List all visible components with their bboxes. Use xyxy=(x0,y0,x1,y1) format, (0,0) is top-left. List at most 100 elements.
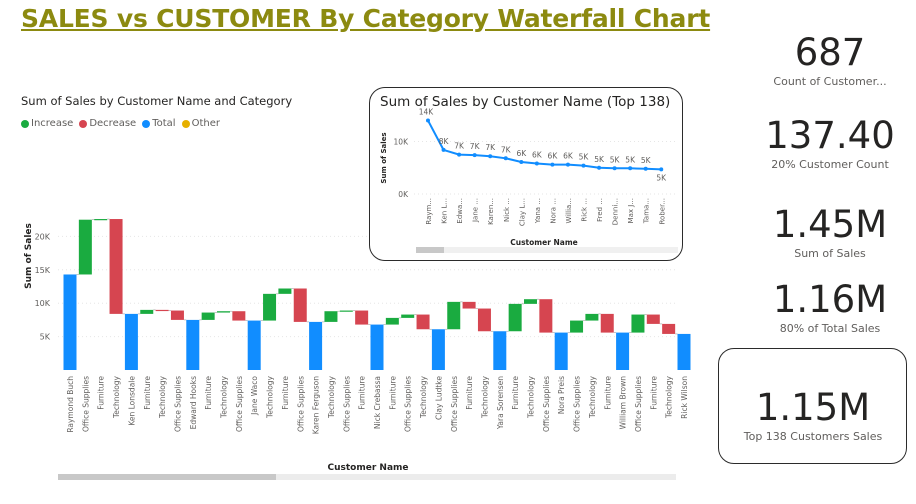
y-tick-label: 5K xyxy=(40,333,51,342)
kpi-sum-of-sales: 1.45M Sum of Sales xyxy=(730,206,916,260)
x-tick-label: Office Supplies xyxy=(573,376,582,432)
waterfall-bar-increase xyxy=(278,288,292,294)
x-tick-label: Furniture xyxy=(358,376,367,410)
waterfall-bar-decrease xyxy=(170,310,184,320)
line-chart[interactable]: 0K 10K Sum of Sales Customer Name 14K 8K 7K 7K 7… xyxy=(370,88,683,261)
line-data-label: 8K xyxy=(439,137,450,146)
line-data-label: 6K xyxy=(563,152,574,161)
line-x-tick-label: Willia... xyxy=(565,198,573,224)
waterfall-bar-increase xyxy=(201,312,215,320)
kpi-top-customers-card[interactable]: 1.15M Top 138 Customers Sales xyxy=(718,348,907,464)
kpi-80pct-total-sales-label: 80% of Total Sales xyxy=(779,322,881,335)
legend-marker-increase xyxy=(21,119,29,128)
line-point xyxy=(472,153,477,158)
x-tick-label: Technology xyxy=(158,375,167,419)
waterfall-horizontal-scrollbar[interactable] xyxy=(58,474,676,480)
line-point xyxy=(597,165,602,170)
line-data-label: 5K xyxy=(641,156,652,165)
waterfall-bar-increase xyxy=(631,314,645,333)
x-tick-label: Office Supplies xyxy=(235,376,244,432)
kpi-20pct-customer-count-label: 20% Customer Count xyxy=(771,158,889,171)
legend-item-decrease[interactable]: Decrease xyxy=(79,118,136,129)
line-point xyxy=(457,152,462,157)
waterfall-bar-decrease xyxy=(232,311,246,321)
line-point xyxy=(612,166,617,171)
kpi-sum-of-sales-label: Sum of Sales xyxy=(794,247,866,260)
x-tick-label: Karen Ferguson xyxy=(312,376,321,435)
waterfall-bar-increase xyxy=(508,303,522,332)
line-data-label: 7K xyxy=(485,143,496,152)
line-data-label: 7K xyxy=(501,145,512,154)
x-tick-label: Furniture xyxy=(388,376,397,410)
line-data-label: 7K xyxy=(470,142,481,151)
waterfall-chart-title: Sum of Sales by Customer Name and Catego… xyxy=(21,94,293,108)
line-data-label: 6K xyxy=(532,151,543,160)
legend-marker-total xyxy=(142,119,151,128)
line-chart-scrollbar-thumb[interactable] xyxy=(416,247,444,253)
legend-item-increase[interactable]: Increase xyxy=(21,118,73,129)
line-x-tick-label: Rober... xyxy=(658,198,666,225)
line-point xyxy=(426,118,430,123)
x-tick-label: Jane Waco xyxy=(250,376,259,416)
line-point xyxy=(628,166,633,171)
kpi-20pct-customer-count: 137.40 20% Customer Count xyxy=(730,117,916,171)
line-data-label: 6K xyxy=(548,152,559,161)
line-data-label: 6K xyxy=(516,149,527,158)
waterfall-bar-decrease xyxy=(293,288,307,322)
x-tick-label: Furniture xyxy=(603,376,612,410)
x-tick-label: Yara Sorensen xyxy=(496,376,505,430)
x-tick-label: Nick Crebassa xyxy=(373,376,382,429)
waterfall-bar-total xyxy=(616,332,630,370)
line-data-label: 14K xyxy=(419,108,435,117)
line-data-label: 5K xyxy=(625,155,636,164)
line-y-axis-title: Sum of Sales xyxy=(380,132,388,183)
line-x-tick-label: Tama... xyxy=(643,198,651,224)
x-tick-label: Technology xyxy=(588,375,597,419)
x-tick-label: Furniture xyxy=(97,376,106,410)
line-series xyxy=(427,120,662,171)
x-tick-label: Office Supplies xyxy=(173,376,182,432)
waterfall-bar-total xyxy=(309,321,323,370)
kpi-top-customers-sales-value: 1.15M xyxy=(755,386,871,429)
top-customers-line-card[interactable]: Sum of Sales by Customer Name (Top 138) … xyxy=(369,87,683,261)
kpi-customer-count-label: Count of Customer... xyxy=(773,75,887,88)
x-tick-label: Technology xyxy=(480,375,489,419)
line-x-tick-label: Nora ... xyxy=(549,198,557,224)
waterfall-bar-total xyxy=(554,332,568,370)
line-data-label: 7K xyxy=(454,142,465,151)
legend-item-total[interactable]: Total xyxy=(142,118,176,129)
waterfall-bar-decrease xyxy=(355,310,369,325)
x-tick-label: Technology xyxy=(220,375,229,419)
waterfall-scrollbar-thumb[interactable] xyxy=(58,474,276,480)
x-tick-label: Office Supplies xyxy=(634,376,643,432)
legend-item-other[interactable]: Other xyxy=(181,118,220,129)
x-tick-label: Furniture xyxy=(465,376,474,410)
waterfall-bar-total xyxy=(370,324,384,370)
waterfall-bar-increase xyxy=(78,219,92,275)
x-tick-label: Furniture xyxy=(649,376,658,410)
legend-label-decrease: Decrease xyxy=(89,118,137,129)
waterfall-bar-decrease xyxy=(539,299,553,333)
y-tick-label: 10K xyxy=(35,299,51,308)
kpi-customer-count-value: 687 xyxy=(794,31,866,74)
waterfall-bar-increase xyxy=(570,320,584,333)
x-tick-label: Office Supplies xyxy=(450,376,459,432)
legend-label-total: Total xyxy=(152,118,176,129)
x-tick-label: Nora Preis xyxy=(557,376,566,414)
line-x-tick-label: Denni... xyxy=(612,198,620,225)
line-x-tick-label: Edwa... xyxy=(456,198,464,224)
x-tick-label: Technology xyxy=(665,375,674,419)
line-x-tick-label: Raym... xyxy=(425,198,433,225)
waterfall-bar-total xyxy=(493,331,507,370)
x-tick-label: Ken Lonsdale xyxy=(127,376,136,426)
waterfall-bar-increase xyxy=(94,219,108,221)
kpi-customer-count: 687 Count of Customer... xyxy=(730,34,916,88)
line-point xyxy=(488,154,493,159)
line-data-label: 5K xyxy=(579,153,590,162)
line-y-tick-label: 10K xyxy=(394,138,410,147)
line-point xyxy=(659,167,664,172)
waterfall-bar-increase xyxy=(401,314,415,318)
line-chart-scrollbar-track[interactable] xyxy=(416,247,678,253)
waterfall-legend: Increase Decrease Total Other xyxy=(21,118,220,129)
